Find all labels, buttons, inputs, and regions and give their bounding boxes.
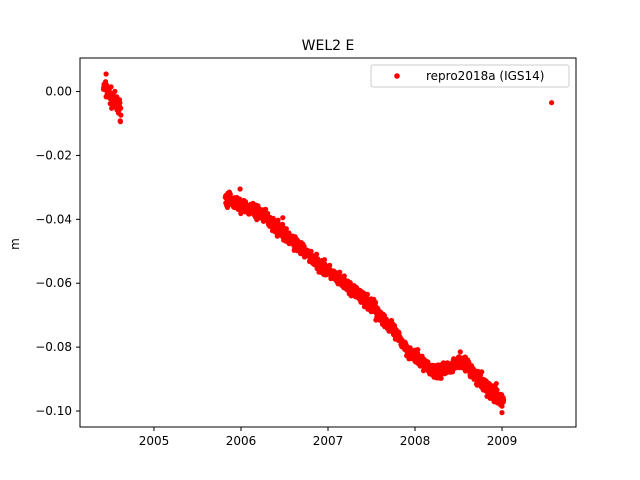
data-point: [337, 269, 343, 275]
data-point: [265, 210, 271, 217]
x-tick-label: 2007: [313, 434, 344, 448]
y-tick-label: −0.02: [35, 148, 72, 162]
data-point: [549, 100, 555, 106]
y-tick-label: −0.08: [35, 340, 72, 354]
data-point: [373, 317, 379, 323]
data-point: [494, 387, 500, 393]
data-points: [100, 71, 555, 416]
y-tick-label: −0.06: [35, 276, 72, 290]
data-point: [118, 112, 124, 118]
y-tick-label: −0.10: [35, 404, 72, 418]
x-tick-label: 2006: [226, 434, 257, 448]
legend: repro2018a (IGS14): [370, 64, 570, 88]
data-point: [280, 215, 286, 221]
data-point: [112, 88, 118, 94]
data-point: [479, 369, 485, 375]
data-point: [263, 206, 269, 212]
data-point: [117, 119, 123, 125]
data-point: [118, 105, 124, 111]
x-tick-label: 2005: [139, 434, 170, 448]
data-point: [108, 84, 114, 90]
data-point: [237, 186, 243, 192]
data-point: [501, 397, 507, 403]
data-point: [308, 248, 314, 254]
data-point: [457, 349, 463, 355]
data-point: [499, 410, 505, 416]
x-tick-label: 2008: [400, 434, 431, 448]
data-point: [372, 299, 379, 305]
legend-box: [370, 64, 570, 88]
y-axis-label: m: [8, 238, 22, 250]
y-axis: 0.00 −0.02 −0.04 −0.06 −0.08 −0.10: [35, 85, 80, 418]
data-point: [493, 381, 499, 387]
plot-frame: [79, 57, 577, 428]
data-point: [364, 291, 370, 297]
data-point: [347, 280, 353, 286]
data-point: [227, 191, 233, 197]
data-point: [341, 273, 347, 279]
chart-title: WEL2 E: [302, 38, 355, 54]
legend-marker: [394, 73, 400, 79]
data-point: [283, 226, 289, 232]
data-point: [415, 347, 421, 353]
legend-label: repro2018a (IGS14): [426, 69, 544, 83]
data-point: [314, 251, 320, 257]
data-point: [499, 403, 505, 409]
data-point: [117, 100, 123, 106]
data-point: [321, 257, 328, 263]
data-point: [327, 262, 333, 268]
x-axis: 2005 2006 2007 2008 2009: [139, 427, 518, 448]
x-tick-label: 2009: [487, 434, 518, 448]
data-point: [103, 71, 109, 77]
y-tick-label: −0.04: [35, 212, 72, 226]
y-tick-label: 0.00: [45, 85, 72, 99]
